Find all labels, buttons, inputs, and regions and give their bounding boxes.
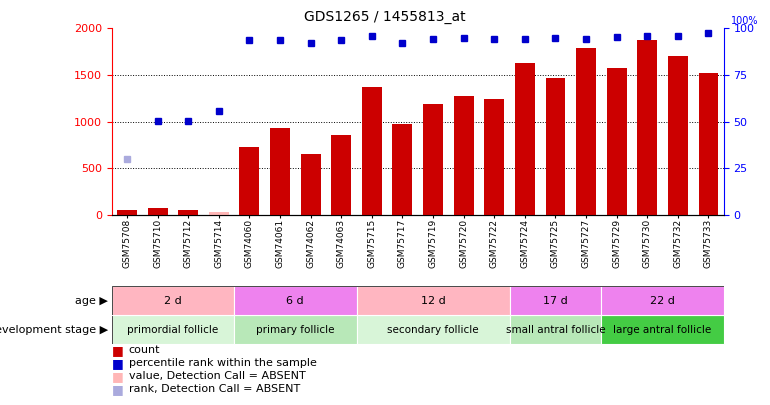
- Bar: [601, 286, 724, 315]
- Bar: [515, 63, 535, 215]
- Bar: [698, 73, 718, 215]
- Bar: [331, 135, 351, 215]
- Text: small antral follicle: small antral follicle: [506, 325, 605, 335]
- Bar: [270, 128, 290, 215]
- Text: age ▶: age ▶: [75, 296, 108, 305]
- Bar: [112, 286, 234, 315]
- Bar: [148, 208, 168, 215]
- Bar: [234, 315, 357, 344]
- Bar: [668, 56, 688, 215]
- Text: ■: ■: [112, 357, 123, 370]
- Bar: [638, 40, 658, 215]
- Text: ■: ■: [112, 370, 123, 383]
- Text: 12 d: 12 d: [420, 296, 445, 305]
- Bar: [362, 87, 382, 215]
- Bar: [357, 286, 510, 315]
- Text: primordial follicle: primordial follicle: [127, 325, 219, 335]
- Text: count: count: [129, 345, 160, 355]
- Bar: [357, 315, 510, 344]
- Text: ■: ■: [112, 344, 123, 357]
- Bar: [576, 48, 596, 215]
- Text: 100%: 100%: [731, 15, 758, 26]
- Bar: [117, 210, 137, 215]
- Text: 6 d: 6 d: [286, 296, 304, 305]
- Text: rank, Detection Call = ABSENT: rank, Detection Call = ABSENT: [129, 384, 300, 394]
- Bar: [239, 147, 259, 215]
- Bar: [454, 96, 474, 215]
- Bar: [209, 212, 229, 215]
- Text: development stage ▶: development stage ▶: [0, 325, 108, 335]
- Text: 17 d: 17 d: [543, 296, 567, 305]
- Text: GDS1265 / 1455813_at: GDS1265 / 1455813_at: [304, 10, 466, 24]
- Text: secondary follicle: secondary follicle: [387, 325, 479, 335]
- Text: 22 d: 22 d: [650, 296, 675, 305]
- Text: percentile rank within the sample: percentile rank within the sample: [129, 358, 316, 368]
- Bar: [607, 68, 627, 215]
- Bar: [510, 315, 601, 344]
- Bar: [300, 154, 320, 215]
- Text: primary follicle: primary follicle: [256, 325, 334, 335]
- Bar: [234, 286, 357, 315]
- Bar: [112, 315, 234, 344]
- Bar: [601, 315, 724, 344]
- Bar: [393, 124, 413, 215]
- Text: ■: ■: [112, 383, 123, 396]
- Bar: [423, 104, 443, 215]
- Bar: [484, 99, 504, 215]
- Bar: [178, 210, 198, 215]
- Text: 2 d: 2 d: [164, 296, 182, 305]
- Text: large antral follicle: large antral follicle: [614, 325, 711, 335]
- Bar: [545, 78, 565, 215]
- Text: value, Detection Call = ABSENT: value, Detection Call = ABSENT: [129, 371, 306, 381]
- Bar: [510, 286, 601, 315]
